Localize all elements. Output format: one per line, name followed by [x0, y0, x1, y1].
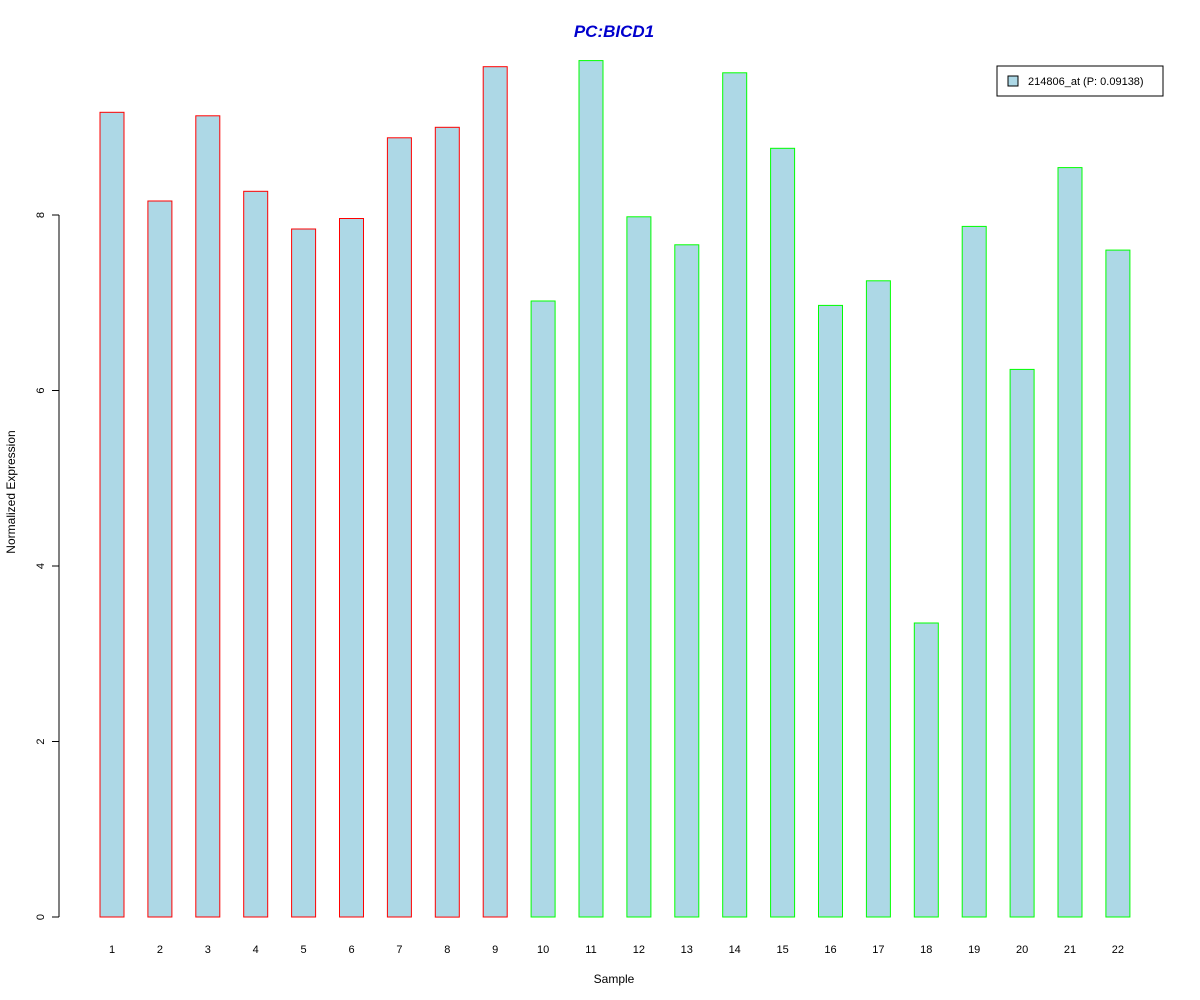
- x-tick-label: 4: [253, 944, 259, 956]
- x-tick-label: 5: [301, 944, 307, 956]
- bar: [818, 304, 843, 918]
- bar: [674, 244, 700, 918]
- x-tick-label: 11: [585, 944, 596, 956]
- x-tick-label: 17: [872, 944, 884, 956]
- x-tick-label: 15: [776, 944, 788, 956]
- bar: [1105, 249, 1131, 918]
- legend-box: [996, 65, 1164, 97]
- x-tick-label: 10: [537, 944, 549, 956]
- bar: [961, 225, 987, 918]
- x-tick-label: 20: [1016, 944, 1028, 956]
- y-tick-label: 0: [35, 914, 47, 920]
- x-tick-label: 3: [205, 944, 211, 956]
- bar: [1009, 368, 1035, 918]
- bar: [865, 280, 891, 918]
- x-tick-label: 7: [396, 944, 402, 956]
- legend: 214806_at (P: 0.09138): [996, 65, 1164, 97]
- x-tick-label: 22: [1112, 944, 1124, 956]
- bar: [913, 622, 939, 918]
- bar: [626, 216, 652, 918]
- y-tick-label: 2: [35, 738, 47, 744]
- bar: [722, 72, 748, 918]
- bar: [386, 137, 412, 918]
- y-axis-label: Normalized Expression: [4, 430, 18, 553]
- bar: [243, 190, 269, 918]
- chart-title: PC:BICD1: [574, 22, 654, 41]
- bar: [770, 147, 796, 918]
- bar: [339, 218, 364, 918]
- y-tick-label: 8: [35, 212, 47, 218]
- bar: [1057, 167, 1083, 918]
- bar: [530, 300, 556, 918]
- bar: [195, 115, 221, 918]
- x-tick-label: 8: [444, 944, 450, 956]
- bars-group: [99, 60, 1131, 918]
- bar: [291, 228, 317, 918]
- bar: [147, 200, 173, 918]
- x-tick-label: 9: [492, 944, 498, 956]
- bar: [482, 66, 508, 918]
- y-tick-label: 6: [35, 387, 47, 393]
- x-tick-label: 12: [633, 944, 645, 956]
- x-tick-label: 18: [920, 944, 932, 956]
- x-tick-label: 21: [1064, 944, 1076, 956]
- bar: [578, 60, 604, 918]
- x-tick-label: 16: [824, 944, 836, 956]
- legend-swatch: [1007, 75, 1019, 87]
- x-tick-label: 1: [109, 944, 115, 956]
- x-tick-label: 13: [681, 944, 693, 956]
- x-tick-label: 6: [348, 944, 354, 956]
- bar: [99, 111, 125, 918]
- x-tick-label: 2: [157, 944, 163, 956]
- x-tick-label: 14: [729, 944, 741, 956]
- legend-label: 214806_at (P: 0.09138): [1028, 76, 1144, 88]
- bar: [434, 126, 460, 918]
- y-tick-label: 4: [35, 563, 47, 569]
- y-axis: 0 2 4 6 8: [35, 212, 60, 920]
- x-tick-labels: 1 2 3 4 5 6 7 8 9 10 11 12 13 14 15 16 17 18 19 20 21 22: [109, 944, 1124, 956]
- x-axis-label: Sample: [594, 972, 635, 986]
- x-tick-label: 19: [968, 944, 980, 956]
